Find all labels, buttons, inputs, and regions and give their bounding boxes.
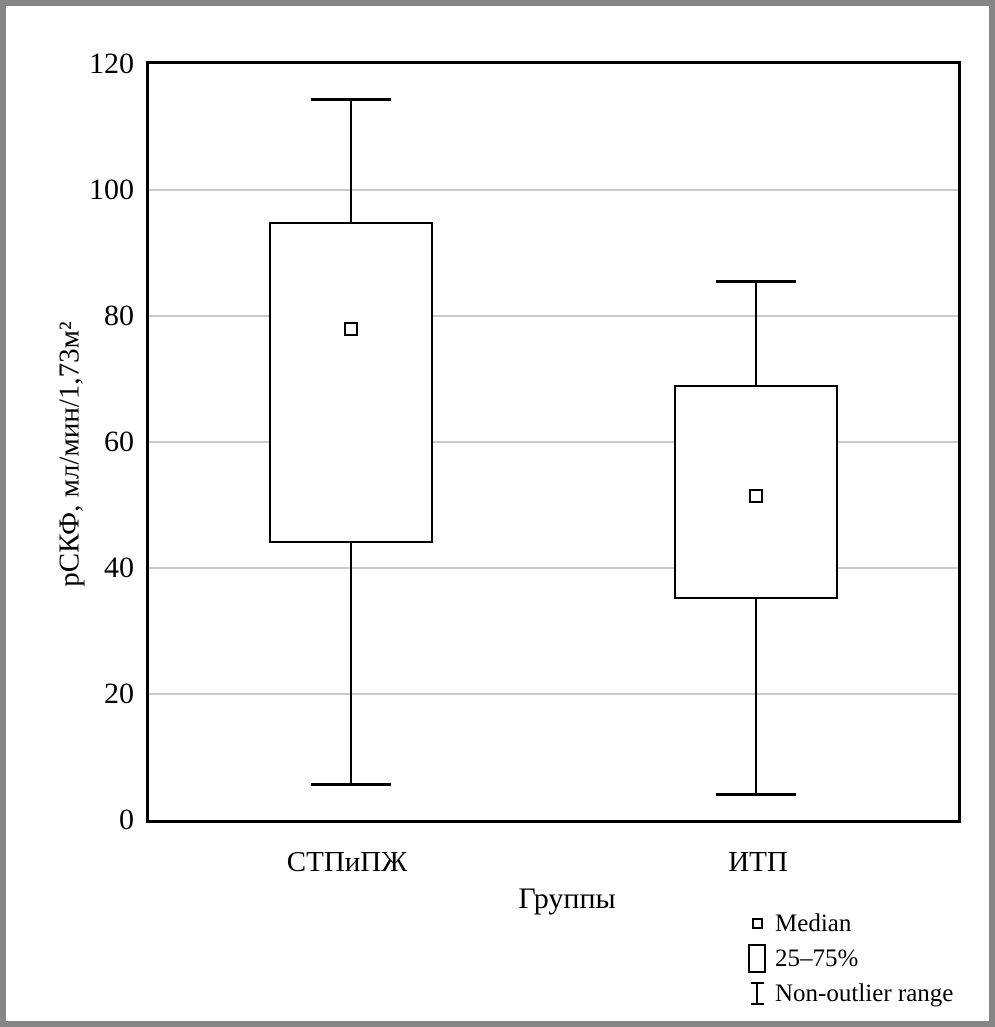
x-category-label-stpipj: СТПиПЖ bbox=[286, 846, 408, 878]
y-tick-label: 80 bbox=[104, 299, 134, 332]
y-tick-label: 20 bbox=[104, 677, 134, 710]
whisker-cap-bottom bbox=[311, 783, 392, 787]
gridline bbox=[149, 315, 958, 317]
gridline bbox=[149, 567, 958, 569]
median-point-icon bbox=[751, 918, 763, 929]
y-tick-label: 40 bbox=[104, 551, 134, 584]
legend-item-iqr: 25–75% bbox=[739, 941, 953, 976]
legend-symbol-cell bbox=[739, 918, 775, 929]
whisker-cap-top bbox=[715, 280, 796, 284]
median-marker bbox=[748, 488, 763, 503]
legend-symbol-cell bbox=[739, 982, 775, 1005]
whisker-cap-top bbox=[311, 97, 392, 101]
plot-area bbox=[146, 61, 961, 823]
y-tick-label: 100 bbox=[89, 173, 134, 206]
x-category-label-itp: ИТП bbox=[728, 846, 788, 878]
gridline bbox=[149, 693, 958, 695]
legend-label-iqr: 25–75% bbox=[775, 944, 859, 972]
iqr-box-icon bbox=[748, 944, 766, 973]
legend-item-median: Median bbox=[739, 906, 953, 941]
y-tick-label: 0 bbox=[119, 803, 134, 836]
legend: Median 25–75% Non-outlier range bbox=[739, 906, 953, 1011]
x-axis-title: Группы bbox=[518, 882, 616, 915]
legend-item-range: Non-outlier range bbox=[739, 976, 953, 1011]
whisker-range-icon bbox=[750, 982, 764, 1005]
gridline bbox=[149, 441, 958, 443]
gridline bbox=[149, 189, 958, 191]
legend-symbol-cell bbox=[739, 944, 775, 973]
whisker-cap-bottom bbox=[715, 792, 796, 796]
box-iqr bbox=[269, 221, 434, 543]
y-tick-label: 120 bbox=[89, 47, 134, 80]
legend-label-median: Median bbox=[775, 909, 852, 937]
legend-label-range: Non-outlier range bbox=[775, 979, 954, 1007]
median-marker bbox=[344, 321, 359, 336]
y-tick-label: 60 bbox=[104, 425, 134, 458]
